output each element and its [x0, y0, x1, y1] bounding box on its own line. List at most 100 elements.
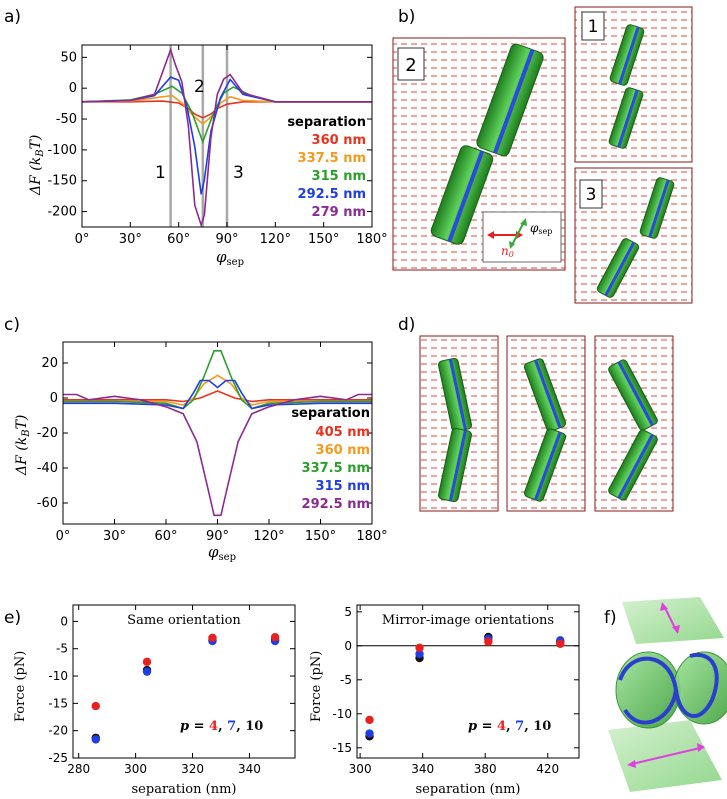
- chart-e-left-ytick-label: -15: [48, 696, 68, 710]
- top-plane: [622, 597, 724, 644]
- snapshot-tag-1: 1: [588, 17, 599, 37]
- chart-a-ytick-label: -150: [47, 174, 77, 189]
- chart-c-legend-entry: 337.5 nm: [302, 461, 370, 476]
- chart-c-xtick-label: 0°: [56, 529, 71, 544]
- chart-e-right-point: [556, 639, 565, 648]
- chart-a-series-line: [81, 94, 372, 126]
- chart-e-left-p-legend: p = 4, 7, 10: [180, 719, 263, 734]
- chart-e-right-ytick-label: -15: [332, 741, 352, 755]
- chart-c-series-line: [63, 349, 372, 410]
- chart-e-right-p-legend: p = 4, 7, 10: [468, 719, 551, 734]
- chart-c-legend-entry: 405 nm: [316, 425, 370, 440]
- chart-a-xtick-label: 0°: [75, 232, 90, 247]
- bottom-arrow: [631, 747, 701, 765]
- chart-c-ytick-label: -60: [37, 496, 58, 511]
- left-cylinder: [615, 651, 681, 729]
- marker-label-1: 1: [155, 163, 166, 183]
- direction-inset: φsep n0: [482, 211, 562, 263]
- chart-c-xtick-label: 180°: [356, 529, 387, 544]
- inset-n-label: n0: [501, 244, 514, 259]
- chart-a-legend-entry: 279 nm: [312, 205, 366, 220]
- chart-a-ytick-label: -200: [47, 205, 77, 220]
- chart-e-right-xtick-label: 340: [411, 762, 434, 776]
- chart-a-xlabel: φsep: [216, 248, 244, 268]
- snapshot-b: 2 1 3 φsep n0: [392, 6, 693, 304]
- snapshot-tag-3: 3: [586, 185, 597, 205]
- panel-label-e: e): [4, 608, 21, 628]
- chart-c-legend-entry: 292.5 nm: [302, 497, 370, 512]
- chart-e-left-xtick-label: 280: [67, 762, 90, 776]
- chart-a-legend-entry: 360 nm: [312, 133, 366, 148]
- chart-a-series-line: [81, 47, 372, 228]
- chart-a-xtick-label: 180°: [356, 232, 387, 247]
- chart-e-right-xlabel: separation (nm): [416, 782, 521, 797]
- panel-label-c: c): [4, 315, 20, 335]
- chart-a-xtick-label: 150°: [308, 232, 339, 247]
- chart-c-xtick-label: 120°: [253, 529, 284, 544]
- chart-a-xtick-label: 120°: [260, 232, 291, 247]
- chart-c-ytick-label: 20: [41, 356, 58, 371]
- chart-e-left-ytick-label: -5: [56, 642, 68, 656]
- chart-e-left-point: [91, 735, 100, 744]
- chart-e-left-point: [142, 657, 152, 667]
- chart-e-right-point: [415, 649, 424, 659]
- chart-c-xtick-label: 60°: [154, 529, 177, 544]
- illustration-f: [608, 597, 727, 792]
- top-arrow: [663, 605, 677, 631]
- chart-e-right-point: [484, 637, 493, 646]
- chart-a-ytick-label: -50: [56, 112, 77, 127]
- chart-e-left-point: [91, 701, 100, 711]
- chart-c-legend-entry: 360 nm: [316, 443, 370, 458]
- chart-a-legend-entry: 315 nm: [312, 169, 366, 184]
- chart-e-left-xlabel: separation (nm): [132, 782, 237, 797]
- chart-e-left-point: [270, 633, 280, 642]
- chart-c-xtick-label: 150°: [305, 529, 336, 544]
- chart-e-left-title: Same orientation: [127, 613, 241, 628]
- chart-c: 0° 30° 60° 90° 120° 150° 180° 20 0 -20 -40 -60 ΔF (…: [14, 341, 388, 563]
- defect-loop: [618, 652, 719, 718]
- chart-c-series-line: [63, 393, 372, 517]
- chart-e-right-xtick-label: 300: [349, 762, 372, 776]
- panel-label-a: a): [4, 7, 21, 27]
- chart-a-ylabel: ΔF (kBT): [28, 135, 46, 196]
- chart-e-right-ytick-label: 5: [344, 605, 352, 619]
- chart-e-right: Mirror-image orientations 300 340 380 420 5 0…: [309, 604, 580, 797]
- chart-c-ylabel: ΔF (kBT): [14, 415, 32, 476]
- chart-c-xtick-label: 30°: [103, 529, 126, 544]
- chart-e-right-point: [415, 643, 424, 653]
- chart-c-series-line: [63, 390, 372, 403]
- chart-e-right-frame: [356, 604, 580, 759]
- panel-label-f: f): [604, 608, 617, 628]
- chart-e-left-point: [208, 633, 217, 642]
- chart-e-left: Same orientation 280 300 320 340 0 -5 -10 -15 -2…: [13, 604, 296, 797]
- chart-e-left-xtick-label: 320: [181, 762, 204, 776]
- chart-c-xtick-label: 90°: [206, 529, 229, 544]
- chart-e-left-xtick-label: 300: [124, 762, 147, 776]
- chart-c-series-line: [63, 374, 372, 406]
- chart-a: 0° 30° 60° 90° 120° 150° 180° 50 0 -50 -100 -150 -20…: [28, 44, 388, 268]
- cylinder: [476, 43, 544, 157]
- chart-e-left-ytick-label: -10: [48, 669, 68, 683]
- inset-phi-label: φsep: [530, 221, 552, 236]
- chart-e-right-ytick-label: 0: [344, 639, 352, 653]
- chart-a-xtick-label: 90°: [215, 232, 238, 247]
- chart-e-right-xtick-label: 420: [536, 762, 559, 776]
- snapshot-d: [419, 335, 674, 512]
- chart-c-legend-entry: 315 nm: [316, 479, 370, 494]
- chart-a-xtick-label: 30°: [119, 232, 142, 247]
- chart-e-left-xtick-label: 340: [238, 762, 261, 776]
- panel-label-b: b): [398, 7, 415, 27]
- marker-label-3: 3: [233, 163, 244, 183]
- chart-e-right-ytick-label: -5: [340, 673, 352, 687]
- cylinder: [430, 145, 494, 245]
- chart-e-left-ylabel: Force (pN): [13, 651, 28, 722]
- chart-a-ytick-label: 0: [69, 81, 77, 96]
- chart-a-legend-entry: 337.5 nm: [298, 151, 366, 166]
- chart-e-right-ytick-label: -10: [332, 707, 352, 721]
- marker-label-2: 2: [194, 77, 205, 97]
- chart-e-right-ylabel: Force (pN): [309, 651, 324, 722]
- chart-a-xtick-label: 60°: [167, 232, 190, 247]
- legend-a-title: separation: [287, 115, 366, 130]
- panel-label-d: d): [398, 315, 415, 335]
